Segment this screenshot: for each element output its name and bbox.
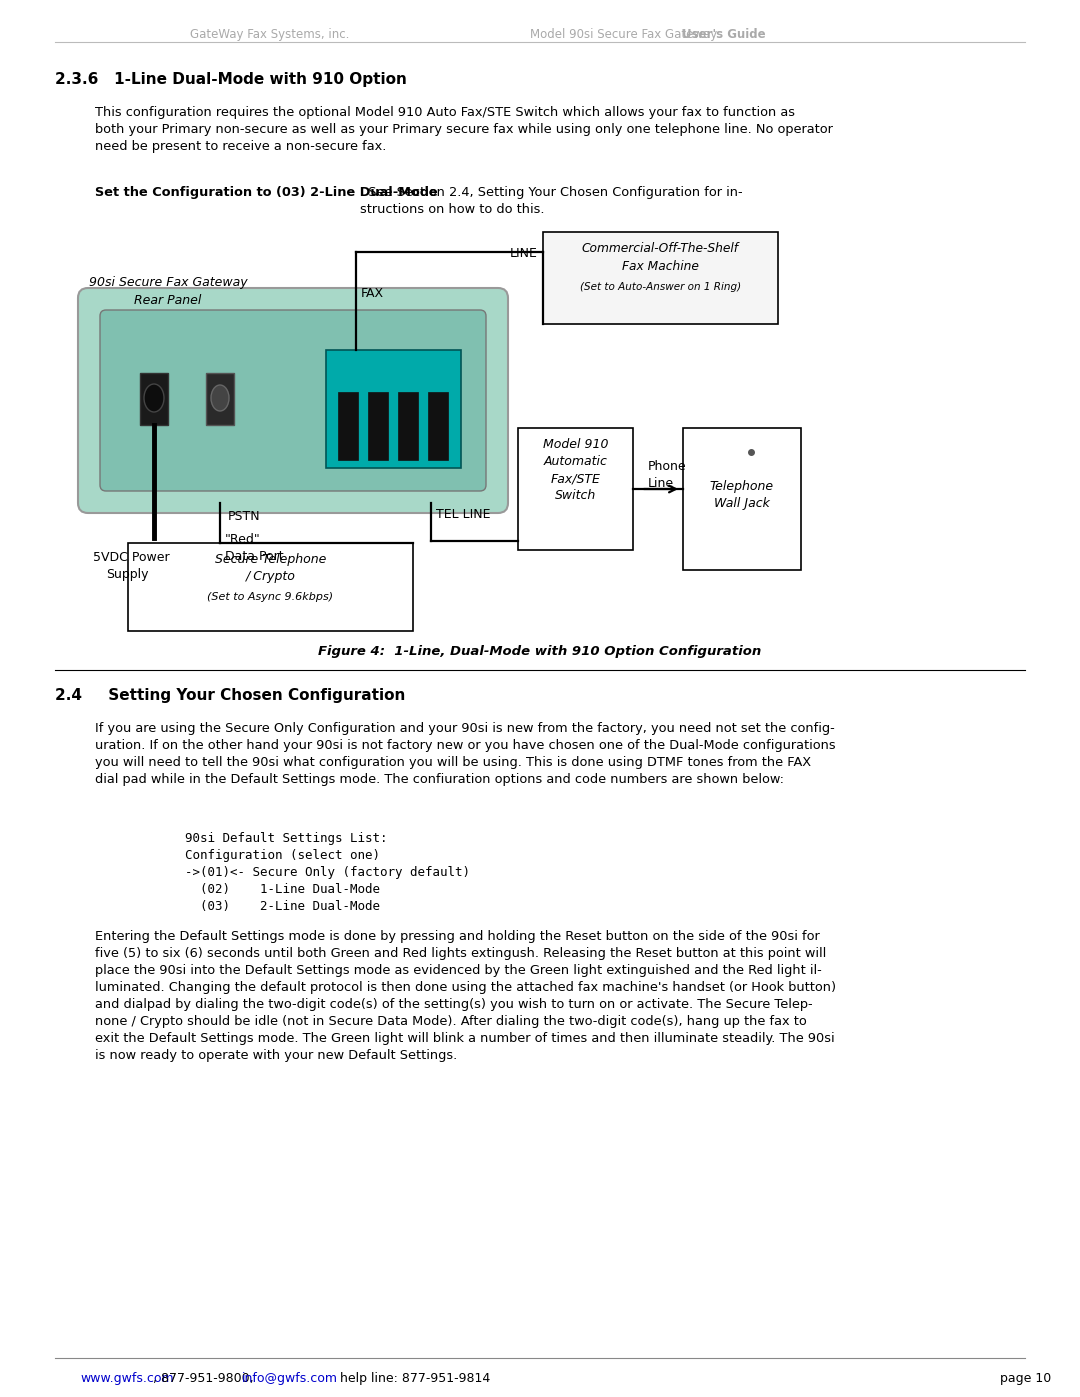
Bar xyxy=(129,543,413,631)
Text: Set the Configuration to (03) 2-Line Dual-Mode: Set the Configuration to (03) 2-Line Dua… xyxy=(95,186,437,198)
Text: Figure 4:  1-Line, Dual-Mode with 910 Option Configuration: Figure 4: 1-Line, Dual-Mode with 910 Opt… xyxy=(319,645,761,658)
Text: Supply: Supply xyxy=(106,569,149,581)
Text: (Set to Async 9.6kbps): (Set to Async 9.6kbps) xyxy=(207,592,334,602)
Text: Telephone: Telephone xyxy=(710,481,774,493)
Bar xyxy=(368,393,388,460)
Text: (Set to Auto-Answer on 1 Ring): (Set to Auto-Answer on 1 Ring) xyxy=(580,282,741,292)
Bar xyxy=(683,427,801,570)
Text: Phone: Phone xyxy=(648,460,687,474)
Text: 90si Default Settings List:
    Configuration (select one)
    ->(01)<- Secure O: 90si Default Settings List: Configuratio… xyxy=(156,833,470,914)
Text: "Red": "Red" xyxy=(225,534,260,546)
Text: User's Guide: User's Guide xyxy=(681,28,765,41)
Text: FAX: FAX xyxy=(361,286,384,300)
Bar xyxy=(338,393,357,460)
Text: , 877-951-9800,: , 877-951-9800, xyxy=(152,1372,257,1384)
Text: TEL LINE: TEL LINE xyxy=(436,509,490,521)
Text: Fax Machine: Fax Machine xyxy=(622,260,699,272)
Ellipse shape xyxy=(211,386,229,411)
Text: info@gwfs.com: info@gwfs.com xyxy=(242,1372,338,1384)
Text: Wall Jack: Wall Jack xyxy=(714,497,770,510)
Text: If you are using the Secure Only Configuration and your 90si is new from the fac: If you are using the Secure Only Configu… xyxy=(95,722,836,787)
Text: Data Port: Data Port xyxy=(225,550,284,563)
Text: www.gwfs.com: www.gwfs.com xyxy=(80,1372,174,1384)
Text: Fax/STE: Fax/STE xyxy=(551,472,600,485)
Bar xyxy=(399,393,418,460)
Text: Model 90si Secure Fax Gateway: Model 90si Secure Fax Gateway xyxy=(530,28,721,41)
Bar xyxy=(543,232,778,324)
Bar xyxy=(140,373,168,425)
Text: LINE: LINE xyxy=(510,247,538,260)
Bar xyxy=(428,393,448,460)
Text: / Crypto: / Crypto xyxy=(245,570,296,583)
Text: 5VDC Power: 5VDC Power xyxy=(93,550,170,564)
Text: page 10: page 10 xyxy=(1000,1372,1051,1384)
FancyBboxPatch shape xyxy=(78,288,508,513)
Bar xyxy=(518,427,633,550)
Text: 2.4     Setting Your Chosen Configuration: 2.4 Setting Your Chosen Configuration xyxy=(55,687,405,703)
Text: Automatic: Automatic xyxy=(543,455,607,468)
Text: 90si Secure Fax Gateway: 90si Secure Fax Gateway xyxy=(89,277,247,289)
Text: Line: Line xyxy=(648,476,674,490)
Text: Switch: Switch xyxy=(555,489,596,502)
Ellipse shape xyxy=(144,384,164,412)
Text: Secure Telephone: Secure Telephone xyxy=(215,553,326,566)
Bar xyxy=(326,351,461,468)
Text: Model 910: Model 910 xyxy=(543,439,608,451)
Text: Commercial-Off-The-Shelf: Commercial-Off-The-Shelf xyxy=(582,242,739,256)
Bar xyxy=(206,373,234,425)
Text: Rear Panel: Rear Panel xyxy=(134,293,202,307)
Text: PSTN: PSTN xyxy=(228,510,260,522)
Text: This configuration requires the optional Model 910 Auto Fax/STE Switch which all: This configuration requires the optional… xyxy=(95,106,833,154)
Text: Entering the Default Settings mode is done by pressing and holding the Reset but: Entering the Default Settings mode is do… xyxy=(95,930,836,1062)
FancyBboxPatch shape xyxy=(100,310,486,490)
Text: 2.3.6   1-Line Dual-Mode with 910 Option: 2.3.6 1-Line Dual-Mode with 910 Option xyxy=(55,73,407,87)
Text: GateWay Fax Systems, inc.: GateWay Fax Systems, inc. xyxy=(190,28,350,41)
Text: help line: 877-951-9814: help line: 877-951-9814 xyxy=(320,1372,490,1384)
Text: . See Section 2.4, Setting Your Chosen Configuration for in-
structions on how t: . See Section 2.4, Setting Your Chosen C… xyxy=(360,186,742,217)
